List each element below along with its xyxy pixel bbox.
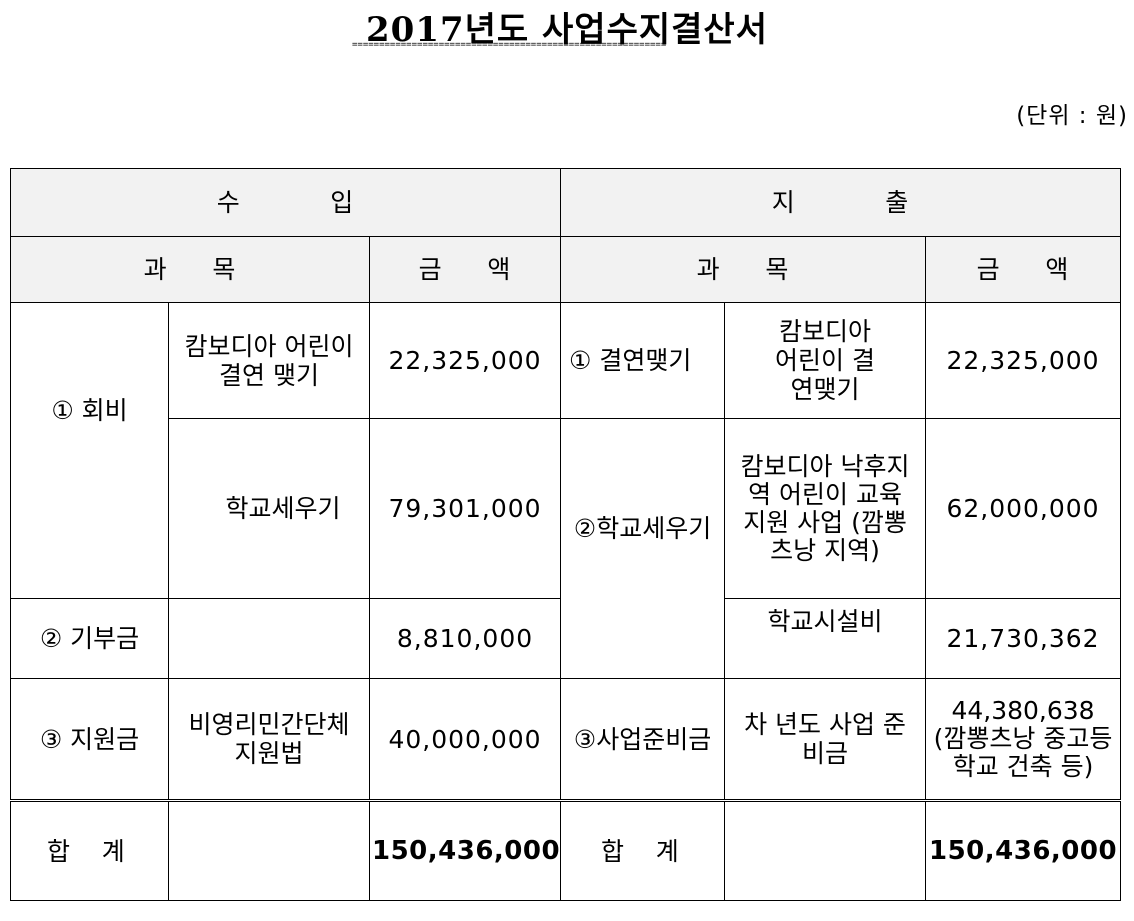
expense-subject-header: 과 목 — [560, 236, 927, 303]
income-total-amount: 150,436,000 — [368, 800, 562, 901]
unit-label: (단위 : 원) — [1016, 103, 1128, 129]
income-amount-sponsorship: 22,325,000 — [368, 302, 562, 419]
expense-item-facility: 학교시설비 — [724, 598, 927, 679]
income-amount-grant: 40,000,000 — [368, 678, 562, 801]
document-title: 2017년도 사업수지결산서 — [366, 10, 768, 50]
income-total-label: 합 계 — [10, 800, 169, 901]
expense-item-reserve: 차 년도 사업 준비금 — [724, 678, 927, 801]
income-subject-header: 과 목 — [10, 236, 370, 303]
income-header: 수 입 — [9, 168, 562, 237]
table-row: ③ 지원금 비영리민간단체지원법 40,000,000 ③사업준비금 차 년도 … — [10, 678, 1122, 801]
table-row: ① 회비 캄보디아 어린이 결연 맺기 22,325,000 ① 결연맺기 캄보… — [10, 302, 1122, 599]
income-category-membership: ① 회비 — [10, 302, 169, 599]
budget-table: 수 입 지 출 과 목 금 액 과 목 금 액 ① 회비 캄보디아 어린이 결연… — [9, 168, 1122, 901]
income-item-grant: 비영리민간단체지원법 — [168, 678, 370, 801]
header-row-columns: 과 목 금 액 과 목 금 액 — [10, 236, 1122, 303]
income-category-donation: ② 기부금 — [10, 598, 169, 679]
table-row: 학교세우기 79,301,000 ②학교세우기 캄보디아 낙후지역 어린이 교육… — [11, 418, 1122, 679]
income-total-empty — [168, 800, 370, 901]
income-item-donation — [168, 598, 370, 679]
income-item-school: 학교세우기 — [168, 418, 370, 599]
title-underline: ========================================… — [352, 40, 667, 50]
expense-total-amount: 150,436,000 — [925, 800, 1122, 901]
expense-amount-facility: 21,730,362 — [925, 598, 1122, 679]
income-item-sponsorship: 캄보디아 어린이 결연 맺기 — [168, 302, 370, 419]
income-amount-donation: 8,810,000 — [368, 598, 562, 679]
expense-header: 지 출 — [560, 168, 1122, 237]
expense-item-sponsorship: 캄보디아 어린이 결연맺기 — [724, 302, 927, 419]
income-amount-header: 금 액 — [368, 236, 562, 303]
expense-item-education: 캄보디아 낙후지역 어린이 교육 지원 사업 (깜뽕츠낭 지역) — [724, 418, 927, 599]
header-row-sections: 수 입 지 출 — [9, 168, 1122, 237]
expense-amount-reserve: 44,380,638 (깜뽕츠낭 중고등학교 건축 등) — [925, 678, 1122, 801]
expense-amount-education: 62,000,000 — [925, 418, 1122, 599]
income-category-grant: ③ 지원금 — [10, 678, 169, 801]
expense-total-label: 합 계 — [560, 800, 726, 901]
total-row: 합 계 150,436,000 합 계 150,436,000 — [10, 800, 1122, 901]
income-amount-school: 79,301,000 — [368, 418, 562, 599]
expense-amount-header: 금 액 — [925, 236, 1122, 303]
expense-category-school: ②학교세우기 — [560, 418, 726, 679]
expense-amount-sponsorship: 22,325,000 — [925, 302, 1122, 419]
expense-total-empty — [724, 800, 927, 901]
expense-category-reserve: ③사업준비금 — [560, 678, 726, 801]
expense-category-sponsorship: ① 결연맺기 — [560, 302, 726, 419]
